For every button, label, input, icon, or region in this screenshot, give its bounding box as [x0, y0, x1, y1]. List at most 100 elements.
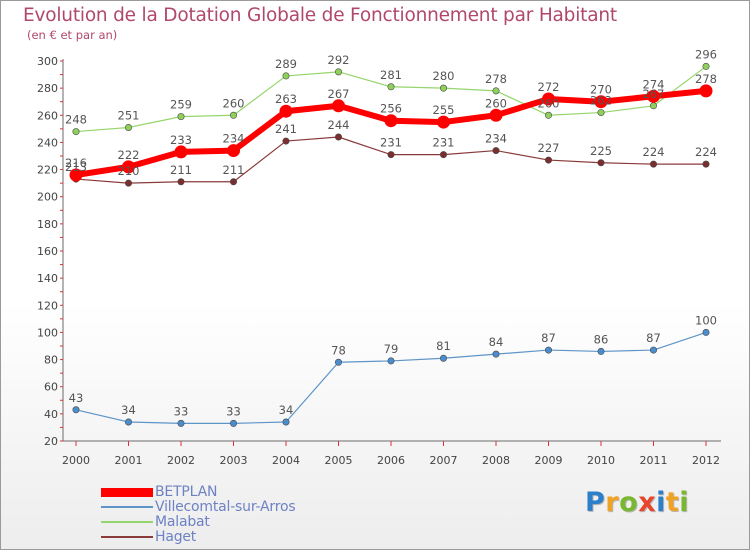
data-labels: 43 34 33 33 34 78 79 81 84 87 86 87 100 248 251 259 260 2…: [65, 47, 717, 418]
data-label-malabat: 260: [223, 96, 245, 110]
x-tick-label: 2005: [325, 454, 353, 467]
data-point-betplan: [437, 115, 450, 129]
x-tick-label: 2002: [167, 454, 195, 467]
data-label-betplan: 222: [118, 148, 140, 162]
data-label-malabat: 262: [590, 94, 612, 108]
logo-letter: t: [665, 487, 680, 518]
logo-letter: i: [679, 487, 690, 518]
y-tick-label: 80: [44, 354, 58, 367]
data-label-villecomtal-sur-arros: 34: [279, 403, 294, 417]
data-label-villecomtal-sur-arros: 33: [226, 404, 241, 418]
data-point-haget: [544, 156, 552, 164]
data-point-villecomtal-sur-arros: [387, 357, 395, 365]
y-tick-label: 200: [37, 191, 58, 204]
data-label-villecomtal-sur-arros: 78: [331, 343, 346, 357]
y-tick-label: 260: [37, 109, 58, 122]
data-label-malabat: 296: [695, 47, 717, 61]
data-point-malabat: [387, 83, 395, 91]
logo-letter: x: [638, 487, 657, 518]
axes: 20 40 60 80 100 120 140 160 180 200 220 240 260 280 30…: [37, 55, 721, 467]
data-label-haget: 234: [485, 132, 507, 146]
data-point-malabat: [230, 111, 238, 119]
logo-letter: r: [605, 487, 620, 518]
data-label-malabat: 278: [485, 72, 507, 86]
logo-letter: i: [656, 487, 666, 518]
data-point-haget: [387, 151, 395, 159]
data-label-betplan: 272: [538, 80, 560, 94]
data-point-haget: [597, 159, 605, 167]
data-label-malabat: 259: [170, 98, 192, 112]
series-malabat: [72, 62, 710, 136]
data-point-villecomtal-sur-arros: [125, 418, 133, 426]
data-point-haget: [334, 133, 342, 141]
series-villecomtal-sur-arros: [72, 328, 710, 427]
data-point-betplan: [699, 84, 713, 98]
data-point-haget: [282, 137, 290, 145]
data-label-haget: 211: [223, 163, 245, 177]
data-point-villecomtal-sur-arros: [649, 346, 657, 354]
y-tick-label: 300: [37, 55, 58, 68]
data-point-malabat: [125, 124, 133, 132]
data-point-villecomtal-sur-arros: [702, 328, 710, 336]
data-label-haget: 241: [275, 122, 297, 136]
legend-label: Villecomtal-sur-Arros: [155, 499, 296, 515]
data-point-villecomtal-sur-arros: [492, 350, 500, 358]
legend-label: BETPLAN: [155, 484, 218, 500]
x-tick-label: 2010: [587, 454, 615, 467]
data-point-malabat: [702, 62, 710, 70]
y-tick-label: 240: [37, 136, 58, 149]
data-point-malabat: [649, 102, 657, 110]
x-tick-label: 2004: [272, 454, 300, 467]
chart-title: Evolution de la Dotation Globale de Fonc…: [23, 5, 617, 26]
y-tick-label: 160: [37, 245, 58, 258]
data-label-malabat: 260: [538, 96, 560, 110]
data-label-betplan: 274: [643, 77, 665, 91]
data-label-villecomtal-sur-arros: 86: [594, 332, 609, 346]
data-point-malabat: [597, 109, 605, 117]
data-point-malabat: [72, 128, 80, 136]
x-tick-label: 2008: [482, 454, 510, 467]
logo-letter: P: [585, 487, 606, 518]
data-point-malabat: [177, 113, 185, 121]
series-group: [69, 62, 713, 427]
data-label-malabat: 267: [643, 87, 665, 101]
data-label-villecomtal-sur-arros: 87: [646, 331, 661, 345]
data-label-haget: 211: [170, 163, 192, 177]
data-point-betplan: [332, 99, 345, 113]
legend-label: Haget: [155, 529, 197, 545]
data-label-haget: 225: [590, 144, 612, 158]
y-tick-label: 20: [44, 435, 58, 448]
y-tick-label: 120: [37, 299, 58, 312]
data-point-betplan: [69, 168, 83, 182]
data-point-villecomtal-sur-arros: [177, 419, 185, 427]
data-label-malabat: 292: [328, 53, 350, 67]
data-point-betplan: [384, 114, 398, 128]
data-point-villecomtal-sur-arros: [597, 347, 605, 355]
y-tick-label: 100: [37, 326, 58, 339]
data-point-malabat: [492, 87, 500, 95]
x-tick-label: 2001: [115, 454, 143, 467]
data-label-haget: 231: [433, 136, 455, 150]
x-tick-label: 2006: [377, 454, 405, 467]
data-label-betplan: 234: [223, 132, 245, 146]
data-label-betplan: 278: [695, 72, 717, 86]
data-point-haget: [702, 160, 710, 168]
data-point-haget: [492, 147, 500, 155]
data-point-betplan: [227, 144, 240, 158]
data-point-betplan: [489, 108, 503, 122]
data-point-malabat: [282, 72, 290, 80]
x-tick-label: 2011: [640, 454, 668, 467]
data-point-betplan: [174, 145, 188, 159]
data-label-villecomtal-sur-arros: 87: [541, 331, 556, 345]
data-point-haget: [177, 178, 185, 186]
legend-swatch: [101, 521, 153, 523]
data-point-haget: [125, 179, 133, 187]
legend-swatch: [101, 536, 153, 538]
data-point-haget: [649, 160, 657, 168]
legend-swatch: [101, 506, 153, 508]
data-label-haget: 244: [328, 118, 350, 132]
data-label-haget: 213: [65, 160, 87, 174]
data-label-betplan: 263: [275, 92, 297, 106]
